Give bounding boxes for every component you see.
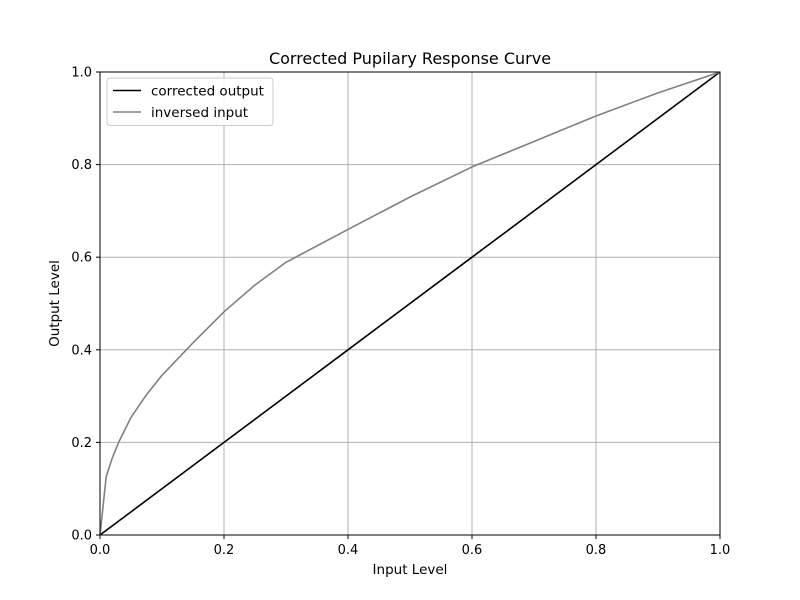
x-tick-label: 0.8: [586, 543, 607, 558]
y-tick-label: 0.2: [71, 436, 92, 451]
series-layer: [99, 71, 721, 536]
legend-label: inversed input: [151, 105, 248, 121]
legend-label: corrected output: [151, 84, 264, 100]
x-tick-label: 0.0: [90, 543, 111, 558]
x-tick-label: 0.2: [214, 543, 235, 558]
y-tick-label: 0.0: [71, 529, 92, 544]
legend-box: [106, 77, 274, 126]
y-tick-label: 0.6: [71, 251, 92, 266]
series-line-inversed-input: [99, 71, 721, 536]
y-axis-label: Output Level: [47, 260, 63, 347]
chart-title: Corrected Pupilary Response Curve: [269, 49, 551, 68]
x-tick-label: 1.0: [710, 543, 731, 558]
y-tick-label: 0.8: [71, 158, 92, 173]
series-line-corrected-output: [99, 71, 721, 536]
y-tick-label: 0.4: [71, 343, 92, 358]
ticks: 0.0 0.2 0.4 0.6 0.8 1.0 0.0 0.2 0.4 0.6 0.8 1.0: [71, 66, 730, 559]
plot-frame: [99, 71, 721, 536]
grid: [99, 71, 721, 536]
legend: corrected output inversed input: [106, 77, 274, 126]
y-tick-label: 1.0: [71, 66, 92, 81]
x-axis-label: Input Level: [373, 562, 448, 578]
x-tick-label: 0.4: [338, 543, 359, 558]
x-tick-label: 0.6: [462, 543, 483, 558]
